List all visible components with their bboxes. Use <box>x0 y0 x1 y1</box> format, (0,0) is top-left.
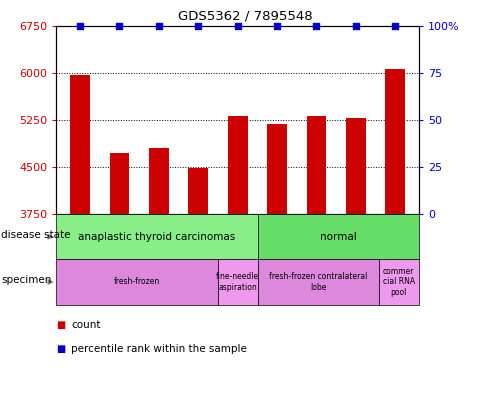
Bar <box>149 148 169 214</box>
Text: normal: normal <box>320 232 357 242</box>
Text: anaplastic thyroid carcinomas: anaplastic thyroid carcinomas <box>78 232 236 242</box>
Point <box>234 22 242 29</box>
Bar <box>307 116 326 214</box>
Point <box>313 22 320 29</box>
Point <box>352 22 360 29</box>
Bar <box>228 116 247 214</box>
Point <box>155 22 163 29</box>
Point <box>273 22 281 29</box>
Text: fresh-frozen: fresh-frozen <box>114 277 160 286</box>
Point <box>76 22 84 29</box>
Text: fresh-frozen contralateral
lobe: fresh-frozen contralateral lobe <box>269 272 368 292</box>
Bar <box>267 124 287 214</box>
Text: GDS5362 / 7895548: GDS5362 / 7895548 <box>178 10 312 23</box>
Text: disease state: disease state <box>1 230 71 240</box>
Bar <box>346 118 366 214</box>
Text: percentile rank within the sample: percentile rank within the sample <box>71 344 247 354</box>
Text: commer
cial RNA
pool: commer cial RNA pool <box>383 267 415 297</box>
Bar <box>188 168 208 214</box>
Text: fine-needle
aspiration: fine-needle aspiration <box>216 272 259 292</box>
Text: ■: ■ <box>56 320 66 330</box>
Text: count: count <box>71 320 100 330</box>
Bar <box>70 75 90 214</box>
Point <box>392 22 399 29</box>
Bar <box>110 153 129 214</box>
Text: ■: ■ <box>56 344 66 354</box>
Point <box>195 22 202 29</box>
Bar <box>386 69 405 214</box>
Text: specimen: specimen <box>1 275 51 285</box>
Point <box>116 22 123 29</box>
